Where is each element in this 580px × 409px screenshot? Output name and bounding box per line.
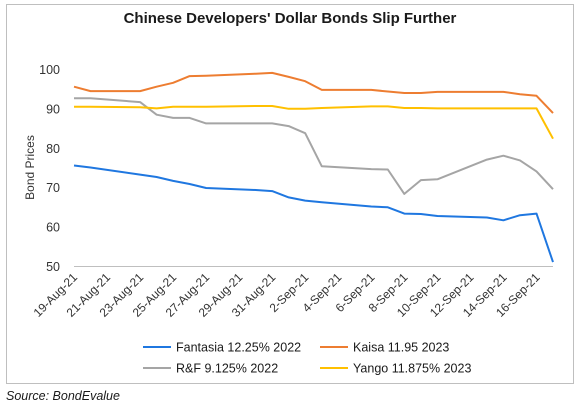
chart-series <box>73 71 554 263</box>
chart-frame <box>6 4 574 384</box>
series-line-rf <box>74 97 554 195</box>
series-line-yango <box>74 105 554 140</box>
chart-legend: Fantasia 12.25% 2022 Kaisa 11.95 2023 R&F … <box>143 341 471 376</box>
series-line-kaisa <box>73 71 554 114</box>
y-tick-label: 80 <box>46 142 60 156</box>
y-tick-label: 50 <box>46 260 60 274</box>
series-line-fantasia <box>73 164 554 263</box>
y-tick-label: 70 <box>46 181 60 195</box>
legend-label: Fantasia 12.25% 2022 <box>176 341 301 355</box>
chart-title: Chinese Developers' Dollar Bonds Slip Fu… <box>123 10 457 27</box>
source-note: Source: BondEvalue <box>6 389 120 403</box>
legend-label: Kaisa 11.95 2023 <box>353 341 449 355</box>
y-tick-label: 90 <box>46 102 60 116</box>
y-axis-label: Bond Prices <box>23 135 37 200</box>
legend-label: R&F 9.125% 2022 <box>176 362 278 376</box>
y-tick-label: 60 <box>46 221 60 235</box>
legend-label: Yango 11.875% 2023 <box>353 362 471 376</box>
y-tick-label: 100 <box>39 63 60 77</box>
